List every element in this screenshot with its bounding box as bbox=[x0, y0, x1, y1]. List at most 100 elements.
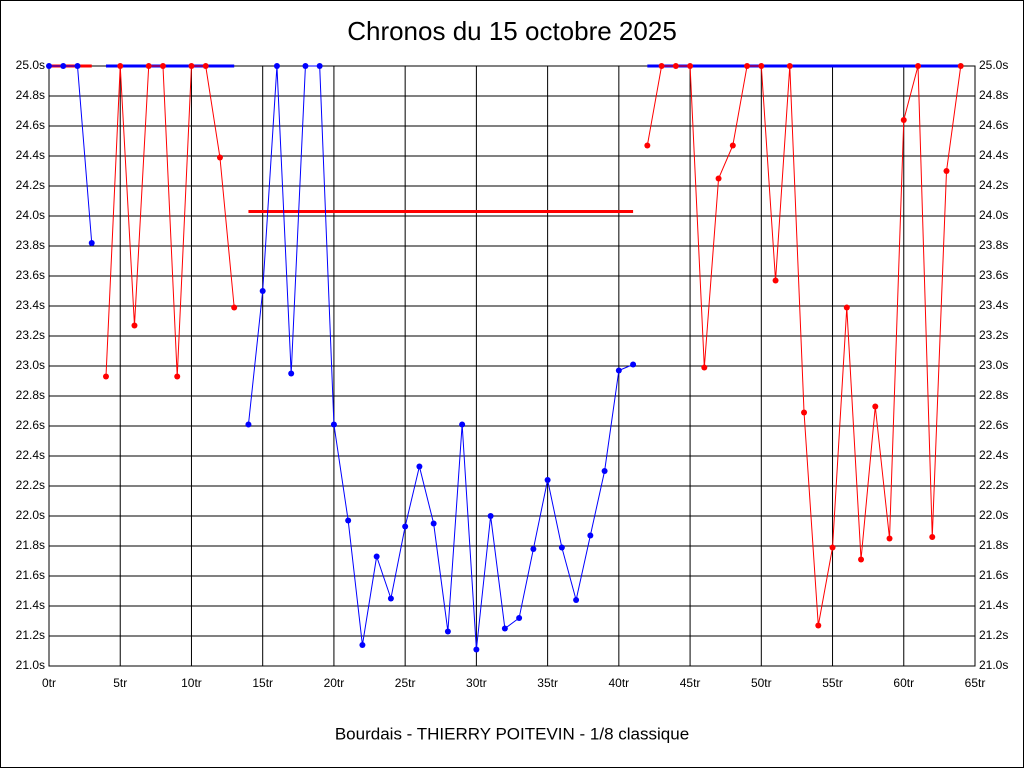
x-tick-label: 55tr bbox=[822, 676, 843, 690]
data-point bbox=[273, 63, 280, 69]
data-point bbox=[88, 240, 95, 246]
y-tick-label-right: 23.6s bbox=[979, 268, 1008, 282]
x-tick-label: 0tr bbox=[42, 676, 56, 690]
y-tick-label-right: 24.2s bbox=[979, 178, 1008, 192]
data-point bbox=[117, 63, 124, 69]
x-tick-label: 45tr bbox=[680, 676, 701, 690]
y-tick-label-right: 21.0s bbox=[979, 658, 1008, 672]
data-point bbox=[872, 403, 879, 410]
y-tick-label: 23.6s bbox=[16, 268, 45, 282]
x-tick-label: 15tr bbox=[252, 676, 273, 690]
series-line bbox=[105, 65, 235, 377]
data-point bbox=[330, 421, 337, 428]
data-point bbox=[516, 615, 523, 621]
y-tick-label: 21.0s bbox=[16, 658, 45, 672]
data-point bbox=[159, 63, 166, 69]
data-point bbox=[46, 63, 52, 69]
data-point bbox=[373, 553, 380, 560]
data-point bbox=[829, 544, 836, 551]
x-tick-label: 65tr bbox=[965, 676, 986, 690]
data-point bbox=[444, 628, 451, 635]
y-tick-label: 22.0s bbox=[16, 508, 45, 522]
data-point bbox=[772, 277, 779, 284]
data-point bbox=[245, 421, 252, 428]
chart-title: Chronos du 15 octobre 2025 bbox=[347, 16, 677, 46]
y-tick-label: 21.6s bbox=[16, 568, 45, 582]
y-tick-label-right: 23.0s bbox=[979, 358, 1008, 372]
data-point bbox=[900, 117, 907, 123]
data-point bbox=[174, 373, 181, 380]
y-tick-label-right: 24.0s bbox=[979, 208, 1008, 222]
y-tick-label: 22.4s bbox=[16, 448, 45, 462]
x-tick-label: 25tr bbox=[395, 676, 416, 690]
data-point bbox=[188, 63, 195, 69]
series-line bbox=[247, 65, 634, 650]
y-tick-label-right: 23.8s bbox=[979, 238, 1008, 252]
y-tick-label: 23.8s bbox=[16, 238, 45, 252]
y-tick-label-right: 25.0s bbox=[979, 58, 1008, 72]
data-point bbox=[701, 364, 708, 371]
data-point bbox=[744, 63, 751, 69]
y-tick-label-right: 22.6s bbox=[979, 418, 1008, 432]
data-point bbox=[288, 370, 295, 377]
data-point bbox=[430, 520, 437, 527]
x-tick-label: 5tr bbox=[113, 676, 127, 690]
data-point bbox=[102, 373, 109, 380]
y-tick-label: 21.4s bbox=[16, 598, 45, 612]
data-point bbox=[145, 63, 152, 69]
y-tick-label-right: 23.4s bbox=[979, 298, 1008, 312]
data-point bbox=[558, 544, 565, 551]
data-point bbox=[573, 597, 580, 603]
y-tick-label: 23.4s bbox=[16, 298, 45, 312]
x-tick-label: 35tr bbox=[537, 676, 558, 690]
y-tick-label: 22.2s bbox=[16, 478, 45, 492]
data-point bbox=[74, 63, 81, 69]
y-tick-label-right: 21.2s bbox=[979, 628, 1008, 642]
data-point bbox=[359, 642, 366, 648]
y-tick-label-right: 21.8s bbox=[979, 538, 1008, 552]
plot-border bbox=[48, 65, 976, 667]
y-tick-label: 24.0s bbox=[16, 208, 45, 222]
x-tick-label: 40tr bbox=[609, 676, 630, 690]
data-point bbox=[858, 556, 865, 563]
data-point bbox=[416, 463, 423, 470]
data-point bbox=[843, 304, 850, 311]
y-tick-label: 25.0s bbox=[16, 58, 45, 72]
data-point bbox=[687, 63, 694, 69]
data-point bbox=[501, 625, 508, 632]
data-point bbox=[60, 63, 67, 69]
data-point bbox=[601, 468, 608, 474]
data-point bbox=[387, 595, 394, 602]
x-tick-label: 20tr bbox=[324, 676, 345, 690]
data-point bbox=[644, 142, 651, 149]
y-tick-label-right: 24.8s bbox=[979, 88, 1008, 102]
y-tick-label-right: 24.6s bbox=[979, 118, 1008, 132]
data-point bbox=[658, 63, 665, 69]
y-tick-label-right: 24.4s bbox=[979, 148, 1008, 162]
data-point bbox=[131, 322, 138, 329]
y-tick-label: 24.4s bbox=[16, 148, 45, 162]
data-point bbox=[915, 63, 922, 69]
x-tick-label: 50tr bbox=[751, 676, 772, 690]
y-tick-label-right: 21.4s bbox=[979, 598, 1008, 612]
y-tick-label: 22.6s bbox=[16, 418, 45, 432]
data-point bbox=[758, 63, 765, 69]
data-point bbox=[302, 63, 309, 69]
series-line bbox=[49, 65, 93, 244]
data-point bbox=[630, 361, 637, 368]
y-tick-label-right: 23.2s bbox=[979, 328, 1008, 342]
y-tick-label: 24.6s bbox=[16, 118, 45, 132]
y-tick-label: 24.2s bbox=[16, 178, 45, 192]
y-tick-label: 22.8s bbox=[16, 388, 45, 402]
y-tick-label-right: 21.6s bbox=[979, 568, 1008, 582]
data-point bbox=[402, 523, 409, 530]
y-tick-label: 23.0s bbox=[16, 358, 45, 372]
data-point bbox=[672, 63, 679, 69]
data-point bbox=[259, 288, 266, 294]
data-point bbox=[729, 142, 736, 149]
y-tick-label: 21.8s bbox=[16, 538, 45, 552]
y-tick-label: 21.2s bbox=[16, 628, 45, 642]
data-point bbox=[202, 63, 209, 69]
y-tick-label: 24.8s bbox=[16, 88, 45, 102]
